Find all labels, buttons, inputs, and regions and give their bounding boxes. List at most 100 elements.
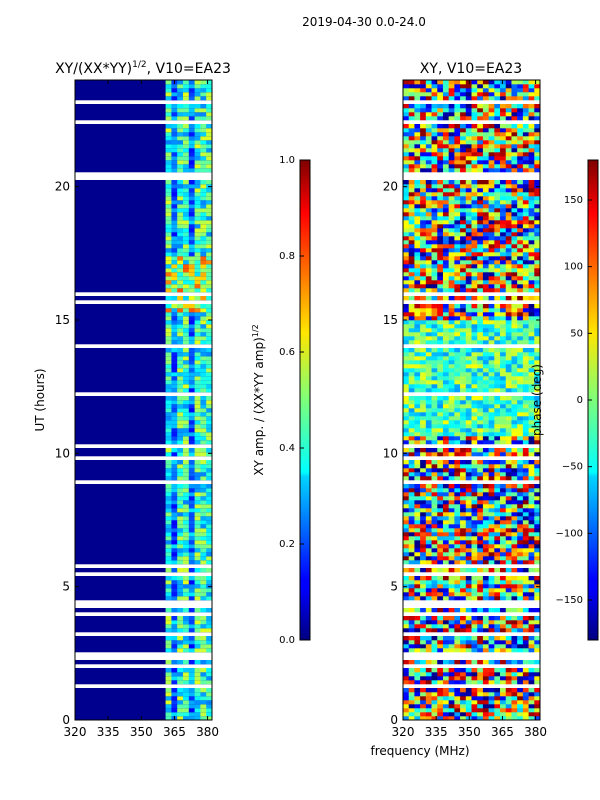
heat-cell [171,348,178,353]
heat-cell [494,200,501,205]
heat-cell [420,188,427,193]
heat-cell [194,312,201,317]
heat-cell [420,240,427,245]
heat-cell [171,560,178,565]
heat-cell [165,448,172,453]
heat-cell [442,212,449,217]
heat-cell [528,180,535,185]
heat-cell [477,616,484,621]
heat-cell [165,128,172,133]
heat-cell [165,288,172,293]
heat-cell [437,156,444,161]
heat-cell [454,416,461,421]
heat-cell [182,460,190,465]
heat-cell [206,528,212,533]
heat-cell [500,160,507,165]
heat-cell [488,372,495,377]
heat-cell [454,288,461,293]
heat-cell [420,576,427,581]
heat-cell [522,228,529,233]
heat-cell [437,304,444,309]
heat-cell [488,500,495,505]
heat-cell [517,692,524,697]
heat-cell [511,252,518,257]
heat-cell [408,432,415,437]
heat-cell [437,184,444,189]
heat-cell [403,204,410,209]
heat-cell [517,624,524,629]
heat-cell [465,196,472,201]
heat-row-bg [75,640,212,645]
heat-cell [465,712,472,717]
heat-cell [534,440,540,445]
heat-cell [500,280,507,285]
heat-cell [420,248,427,253]
heat-cell [500,424,507,429]
flag-row [75,612,212,616]
heat-cell [517,88,524,93]
heat-cell [517,336,524,341]
heat-cell [171,240,178,245]
heat-cell [408,112,415,117]
heat-cell [194,452,201,457]
heat-cell [454,688,461,693]
heat-cell [408,552,415,557]
heat-cell [477,228,484,233]
heat-cell [442,584,449,589]
heat-cell [182,640,190,645]
heat-cell [403,188,410,193]
heat-row-bg [75,144,212,149]
heat-cell [465,180,472,185]
heat-cell [471,332,478,337]
heat-cell [200,180,207,185]
heat-cell [420,284,427,289]
heat-cell [494,624,501,629]
heat-cell [505,288,512,293]
heat-cell [505,488,512,493]
heat-cell [454,320,461,325]
heat-cell [465,700,472,705]
heat-cell [442,104,449,109]
heat-cell [488,332,495,337]
heat-cell [200,476,207,481]
heat-cell [465,108,472,113]
heat-cell [431,544,438,549]
heat-cell [442,316,449,321]
heat-cell [165,472,172,477]
heat-cell [534,132,540,137]
heat-cell [488,548,495,553]
heat-row-bg [75,424,212,429]
heat-cell [465,140,472,145]
heat-cell [177,260,184,265]
heat-cell [482,552,489,557]
heat-cell [460,420,467,425]
heat-cell [505,180,512,185]
heat-cell [408,108,415,113]
heat-cell [448,512,455,517]
heat-cell [177,484,184,489]
heat-cell [442,92,449,97]
heat-cell [206,376,212,381]
heat-cell [454,228,461,233]
heat-cell [194,620,201,625]
flag-row [403,176,540,180]
heat-cell [188,112,195,117]
heat-cell [194,340,201,345]
heat-cell [431,356,438,361]
heat-cell [448,540,455,545]
heat-cell [500,104,507,109]
heat-cell [165,504,172,509]
heat-cell [534,436,540,441]
heat-cell [165,264,172,269]
heat-cell [528,220,535,225]
heat-cell [460,228,467,233]
heat-cell [511,560,518,565]
heat-cell [206,296,212,301]
heat-cell [517,404,524,409]
heat-cell [171,160,178,165]
heat-cell [442,520,449,525]
heat-cell [182,540,190,545]
colorbar1-tick-label: 0.6 [279,347,295,358]
heat-cell [500,492,507,497]
heat-cell [494,420,501,425]
